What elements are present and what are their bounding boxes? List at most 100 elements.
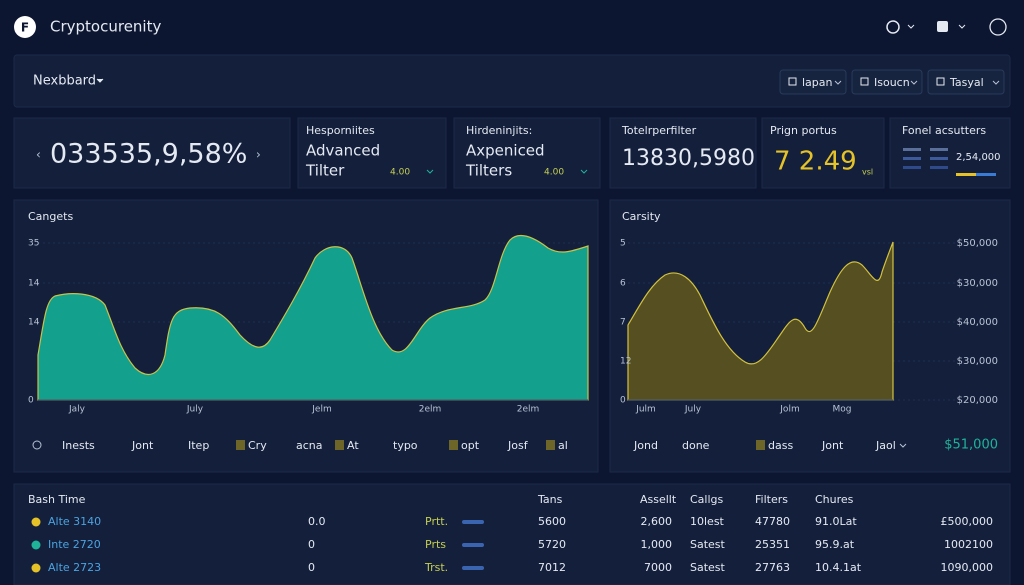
table-cell: £500,000: [941, 515, 994, 528]
legend-label[interactable]: Jont: [821, 439, 844, 452]
toolbar-button[interactable]: [851, 69, 923, 95]
x-tick-label: Julm: [635, 405, 656, 415]
prev-arrow[interactable]: ‹: [36, 148, 41, 162]
table-cell: Prtt.: [425, 515, 448, 528]
legend-swatch: [756, 440, 765, 450]
caret: [910, 80, 918, 85]
kpi-small-value: 4.00: [390, 168, 410, 178]
legend-label[interactable]: Jond: [633, 439, 658, 452]
funnel-icon: [903, 148, 996, 176]
kpi-title: Tilter: [305, 162, 345, 180]
next-arrow[interactable]: ›: [256, 148, 261, 162]
button-icon: [788, 77, 797, 86]
caret: [834, 80, 842, 85]
table-cell: 10lest: [690, 515, 725, 528]
kpi-card: [13, 117, 291, 189]
legend-label[interactable]: Inests: [62, 439, 95, 452]
x-tick-label: 2elm: [419, 405, 442, 415]
table-cell: 27763: [755, 561, 790, 574]
kpi-card: [609, 117, 757, 189]
legend-icon: [32, 440, 42, 450]
legend-total: $51,000: [944, 438, 998, 453]
toolbar-button-label: lapan: [802, 76, 833, 89]
kpi-value: 7 2.49: [774, 147, 857, 177]
caret: [899, 443, 907, 448]
column-header: Assellt: [640, 493, 677, 506]
y2-tick-label: $20,000: [957, 395, 998, 406]
legend-label[interactable]: At: [347, 439, 359, 452]
column-header: Bash Time: [28, 493, 86, 506]
column-header: Filters: [755, 493, 788, 506]
toolbar-button[interactable]: [779, 69, 847, 95]
area: [37, 234, 589, 401]
header-icons[interactable]: [886, 18, 1007, 36]
table-cell: 95.9.at: [815, 538, 855, 551]
legend-label[interactable]: done: [682, 439, 710, 452]
x-tick-label: Jaly: [68, 405, 86, 415]
y-tick-label: 0: [28, 396, 34, 406]
toolbar-button[interactable]: [927, 69, 1005, 95]
settings-icon[interactable]: [937, 21, 948, 32]
kpi-card: [453, 117, 601, 189]
x-tick-label: 2elm: [517, 405, 540, 415]
caret: [907, 24, 915, 29]
toolbar: [13, 54, 1011, 108]
legend-label[interactable]: Jont: [131, 439, 154, 452]
x-tick-label: July: [186, 405, 204, 415]
table-cell: 1090,000: [941, 561, 994, 574]
area: [627, 241, 894, 401]
table-cell: 5600: [538, 515, 566, 528]
kpi-title: Axpeniced: [466, 142, 545, 160]
table-cell: Satest: [690, 538, 726, 551]
table: Bash Time Tans Assellt Callgs Filters Chures A…: [28, 493, 993, 574]
dashboard-dropdown[interactable]: Nexbbard: [33, 74, 96, 89]
legend-swatch: [335, 440, 344, 450]
legend-label[interactable]: Itep: [188, 439, 209, 452]
kpi-label: Prign portus: [770, 124, 837, 137]
caret[interactable]: [580, 169, 588, 174]
toolbar-button-label: Tasyal: [949, 76, 984, 89]
y-tick-label: 0: [620, 396, 626, 406]
user-icon[interactable]: [989, 18, 1007, 36]
kpi-label: Hirdeninjits:: [466, 124, 532, 137]
legend-label[interactable]: opt: [461, 439, 480, 452]
kpi-value: 2,54,000: [956, 152, 1001, 163]
legend-swatch: [546, 440, 555, 450]
legend-label[interactable]: dass: [768, 439, 793, 452]
y-tick-label: 7: [620, 318, 626, 328]
table-cell: 0.0: [308, 515, 326, 528]
legend-label[interactable]: al: [558, 439, 568, 452]
kpi-card: [297, 117, 447, 189]
kpi-label: Totelrperfilter: [621, 124, 697, 137]
axis-labels: 5 $50,000 6 $30,000 7 $40,000 12 $30,000 0 $20,00…: [620, 238, 998, 415]
kpi-unit: vsl: [862, 168, 873, 177]
status-dot: [31, 517, 41, 527]
kpi-main-value: 033535,9,58%: [50, 139, 247, 170]
table-cell: 47780: [755, 515, 790, 528]
axis-labels: 35 14 14 0 Jaly July Jelm 2elm 2elm: [28, 239, 539, 415]
progress-bar: [462, 543, 484, 547]
refresh-icon[interactable]: [886, 20, 900, 34]
y-tick-label: 6: [620, 279, 626, 289]
caret: [96, 78, 104, 83]
y2-tick-label: $50,000: [957, 238, 998, 249]
legend-label[interactable]: Jaol: [875, 439, 896, 452]
x-tick-label: Mog: [833, 405, 852, 415]
table-cell: 91.0Lat: [815, 515, 857, 528]
legend-label[interactable]: typo: [393, 439, 418, 452]
y2-tick-label: $40,000: [957, 317, 998, 328]
table-cell: 10.4.1at: [815, 561, 862, 574]
caret: [992, 80, 1000, 85]
legend-label[interactable]: Josf: [507, 439, 529, 452]
table-cell: Alte 2723: [48, 561, 101, 574]
button-icon: [936, 77, 945, 86]
y-tick-label: 35: [28, 239, 39, 249]
kpi-card: [761, 117, 885, 189]
y-tick-label: 5: [620, 239, 626, 249]
legend-label[interactable]: acna: [296, 439, 323, 452]
toolbar-button-label: Isoucn: [874, 76, 910, 89]
toolbar-buttons: lapan Isoucn Tasyal: [779, 69, 1005, 95]
kpi-title: Tilters: [465, 162, 512, 180]
legend-label[interactable]: Cry: [248, 439, 267, 452]
caret[interactable]: [426, 169, 434, 174]
